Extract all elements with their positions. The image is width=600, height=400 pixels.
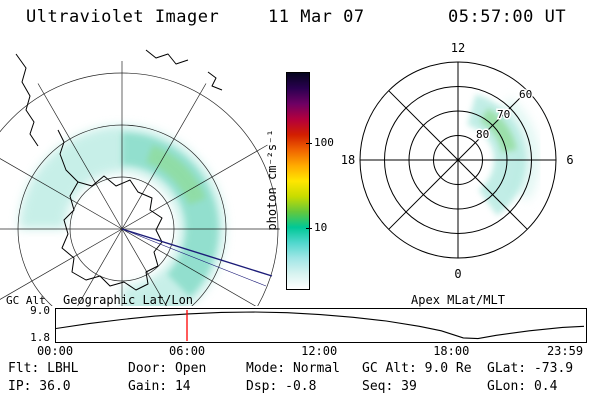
polar-grid [359,61,557,259]
strip-xtick: 00:00 [36,344,74,358]
strip-chart-ylabel: GC Alt [6,294,46,307]
observation-date: 11 Mar 07 [268,7,365,27]
status-gc-alt: GC Alt: 9.0 Re [362,361,472,376]
mlt-label-6: 6 [566,153,573,167]
mlt-label-0: 0 [454,267,461,281]
antarctica-coastline [61,175,163,291]
colorbar-tick-100: 100 [306,136,344,149]
apex-plot-caption: Apex MLat/MLT [411,293,505,307]
latlon-grid [0,61,280,306]
aurora-emission-apex [466,94,540,216]
app-title: Ultraviolet Imager [26,7,220,27]
mlt-label-18: 18 [341,153,355,167]
strip-ytick-1.8: 1.8 [30,331,50,344]
coastline-fragment [145,49,189,65]
gc-alt-strip-chart [55,308,587,343]
colorbar-gradient [286,72,310,290]
geographic-map [0,49,280,306]
observation-time: 05:57:00 UT [448,7,567,27]
coastlines [15,49,223,291]
strip-ytick-9: 9.0 [30,304,50,317]
gc-alt-curve [56,311,585,340]
colorbar-units-label: photon cm⁻²s⁻¹ [265,129,279,231]
south-america-coast [15,53,39,147]
strip-xtick: 18:00 [433,344,470,358]
status-glon: GLon: 0.4 [487,379,558,394]
mlat-label-80: 80 [476,128,489,141]
status-mode: Mode: Normal [246,361,340,376]
colorbar-tick-10: 10 [306,221,344,234]
antarctic-peninsula [57,129,79,183]
status-seq: Seq: 39 [362,379,417,394]
status-ip: IP: 36.0 [8,379,71,394]
aurora-emission-geo [19,126,225,306]
mlt-label-12: 12 [451,41,465,55]
mlat-label-60: 60 [519,88,532,101]
status-gain: Gain: 14 [128,379,191,394]
strip-xtick: 12:00 [301,344,338,358]
geo-plot-caption: Geographic Lat/Lon [62,293,194,307]
status-door: Door: Open [128,361,207,376]
apex-polar-plot: 12 18 6 0 60 70 80 [341,41,574,281]
strip-xtick: 23:59 [546,344,584,358]
status-glat: GLat: -73.9 [487,361,574,376]
island-fragment [207,71,223,91]
status-flt: Flt: LBHL [8,361,79,376]
scan-wedge-line [121,228,273,287]
strip-xtick: 06:00 [169,344,206,358]
mlat-label-70: 70 [497,108,510,121]
status-dsp: Dsp: -0.8 [246,379,317,394]
